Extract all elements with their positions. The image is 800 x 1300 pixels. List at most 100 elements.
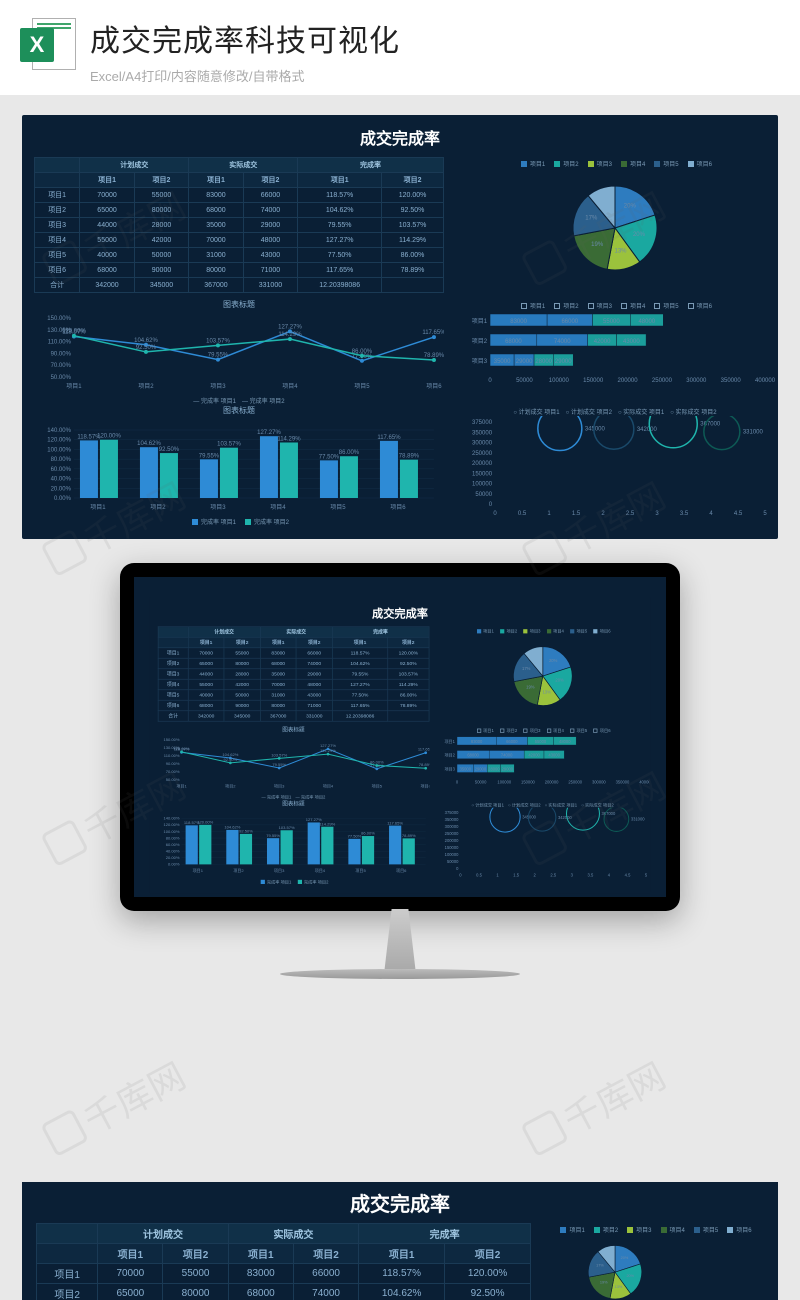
svg-text:0.5: 0.5 [476, 872, 482, 877]
pie-chart: 项目1项目2项目3项目4项目5项目6 20%20%13%19%17% [454, 157, 776, 292]
svg-text:200000: 200000 [472, 461, 493, 467]
svg-text:74000: 74000 [554, 339, 571, 345]
svg-text:项目5: 项目5 [354, 383, 370, 389]
monitor-frame: 成交完成率 计划成交实际成交完成率项目1项目2项目1项目2项目1项目2项目170… [120, 563, 680, 911]
svg-text:4: 4 [709, 511, 713, 516]
svg-text:400000: 400000 [639, 780, 649, 785]
svg-text:150000: 150000 [444, 845, 458, 850]
monitor-mockup: 成交完成率 计划成交实际成交完成率项目1项目2项目1项目2项目1项目2项目170… [0, 563, 800, 979]
svg-text:13%: 13% [542, 689, 551, 694]
svg-text:127.27%: 127.27% [257, 430, 281, 436]
svg-text:342000: 342000 [558, 815, 572, 820]
svg-text:400000: 400000 [755, 378, 776, 384]
svg-text:100000: 100000 [497, 780, 511, 785]
svg-text:300000: 300000 [444, 824, 458, 829]
bar-chart: 图表标题 0.00%20.00%40.00%60.00%80.00%100.00… [34, 405, 444, 525]
svg-text:342000: 342000 [637, 427, 658, 433]
svg-text:项目3: 项目3 [472, 358, 488, 365]
svg-text:0.00%: 0.00% [54, 496, 72, 502]
svg-text:83000: 83000 [510, 319, 527, 325]
dashboard-title: 成交完成率 [158, 604, 642, 621]
svg-text:0: 0 [456, 780, 459, 785]
svg-text:1: 1 [547, 511, 551, 516]
svg-text:300000: 300000 [686, 378, 707, 384]
svg-text:0: 0 [489, 502, 493, 508]
svg-text:项目6: 项目6 [420, 782, 429, 788]
svg-text:140.00%: 140.00% [47, 428, 71, 434]
svg-text:0.00%: 0.00% [168, 862, 180, 867]
svg-text:150000: 150000 [472, 471, 493, 477]
svg-text:60.00%: 60.00% [166, 842, 180, 847]
svg-text:120.00%: 120.00% [174, 746, 190, 751]
svg-text:40.00%: 40.00% [51, 477, 72, 483]
svg-text:50000: 50000 [516, 378, 533, 384]
svg-text:项目1: 项目1 [193, 867, 204, 873]
svg-text:250000: 250000 [444, 831, 458, 836]
svg-text:100000: 100000 [444, 852, 458, 857]
svg-text:104.62%: 104.62% [224, 825, 240, 830]
svg-text:项目1: 项目1 [66, 383, 82, 389]
svg-text:项目3: 项目3 [274, 867, 285, 873]
svg-text:79.55%: 79.55% [272, 762, 286, 767]
svg-text:120.00%: 120.00% [62, 329, 86, 335]
line-chart: 图表标题 50.00%70.00%90.00%110.00%130.00%150… [158, 726, 429, 793]
svg-text:项目2: 项目2 [225, 782, 236, 788]
data-table: 计划成交实际成交完成率项目1项目2项目1项目2项目1项目2项目170000550… [34, 157, 444, 293]
svg-text:项目1: 项目1 [472, 318, 488, 325]
svg-text:项目5: 项目5 [372, 782, 383, 788]
bottom-title: 成交完成率 [22, 1188, 778, 1217]
hbar-chart: 项目1项目2项目3项目4项目5项目6 项目1830006600055000480… [436, 726, 649, 796]
svg-text:90.00%: 90.00% [166, 761, 180, 766]
svg-text:331000: 331000 [630, 816, 644, 821]
svg-text:2: 2 [601, 511, 605, 516]
svg-text:20%: 20% [555, 678, 564, 683]
svg-text:43000: 43000 [623, 339, 640, 345]
svg-text:120.00%: 120.00% [197, 819, 213, 824]
svg-text:300000: 300000 [592, 780, 606, 785]
svg-text:200000: 200000 [444, 838, 458, 843]
svg-text:100000: 100000 [472, 482, 493, 488]
svg-text:86.00%: 86.00% [361, 831, 375, 836]
svg-text:117.65%: 117.65% [418, 747, 429, 752]
svg-text:331000: 331000 [743, 430, 764, 436]
svg-text:项目2: 项目2 [444, 753, 455, 758]
svg-text:114.29%: 114.29% [278, 332, 302, 338]
svg-text:78.89%: 78.89% [402, 833, 416, 838]
svg-text:100.00%: 100.00% [47, 447, 71, 453]
svg-text:17%: 17% [585, 215, 598, 221]
svg-text:20.00%: 20.00% [166, 855, 180, 860]
svg-text:350000: 350000 [721, 378, 742, 384]
svg-text:79.55%: 79.55% [208, 353, 229, 359]
svg-text:367000: 367000 [601, 811, 615, 816]
svg-text:项目2: 项目2 [150, 504, 166, 510]
line-chart-title: 图表标题 [34, 299, 444, 310]
svg-text:48000: 48000 [559, 739, 571, 744]
svg-text:项目3: 项目3 [444, 766, 455, 771]
svg-text:1: 1 [496, 872, 499, 877]
svg-text:项目2: 项目2 [138, 383, 154, 389]
hbar-chart: 项目1项目2项目3项目4项目5项目6 项目1830006600055000480… [454, 299, 776, 399]
svg-text:0: 0 [488, 378, 492, 384]
hbar-legend: 项目1项目2项目3项目4项目5项目6 [454, 301, 776, 310]
data-table: 计划成交实际成交完成率项目1项目2项目1项目2项目1项目2项目170000550… [158, 626, 429, 721]
svg-text:43000: 43000 [548, 753, 560, 758]
svg-text:350000: 350000 [472, 430, 493, 436]
svg-text:3: 3 [655, 511, 659, 516]
bottom-crop-preview: 成交完成率 计划成交实际成交完成率项目1项目2项目1项目2项目1项目2项目170… [22, 1182, 778, 1300]
svg-text:92.50%: 92.50% [239, 829, 253, 834]
svg-text:20%: 20% [633, 232, 646, 238]
svg-text:100.00%: 100.00% [164, 829, 180, 834]
svg-text:50000: 50000 [447, 859, 459, 864]
svg-text:66000: 66000 [506, 739, 518, 744]
svg-text:50000: 50000 [475, 780, 487, 785]
svg-text:17%: 17% [596, 1264, 604, 1268]
svg-text:70.00%: 70.00% [51, 363, 72, 369]
svg-text:20%: 20% [624, 204, 637, 210]
svg-text:250000: 250000 [472, 451, 493, 457]
svg-text:104.62%: 104.62% [134, 338, 158, 344]
svg-text:114.29%: 114.29% [277, 436, 301, 442]
svg-text:350000: 350000 [615, 780, 629, 785]
svg-text:40.00%: 40.00% [166, 849, 180, 854]
svg-text:项目2: 项目2 [472, 338, 488, 345]
svg-text:114.29%: 114.29% [320, 748, 336, 753]
